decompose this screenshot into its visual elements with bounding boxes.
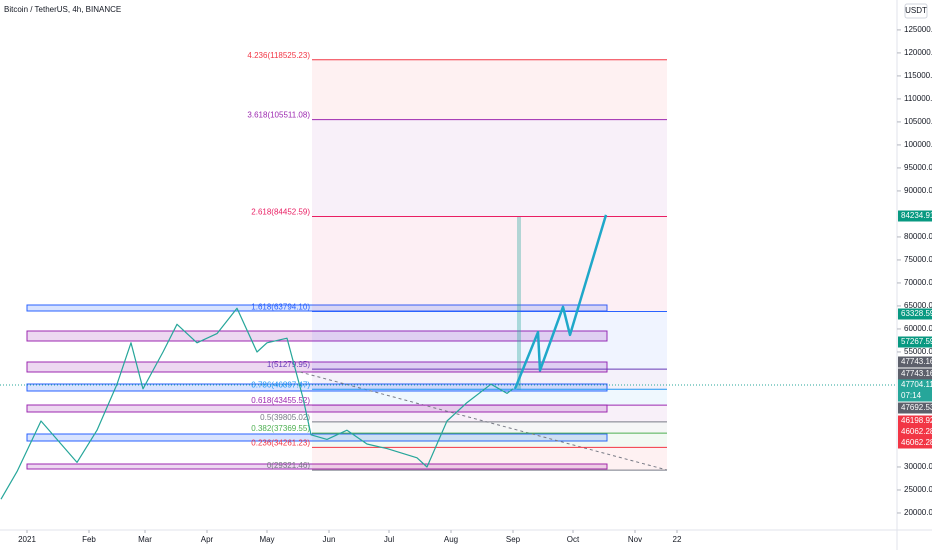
- fib-label: 0.382(37369.55): [251, 424, 310, 433]
- x-tick-label: Apr: [201, 535, 214, 544]
- price-line: [0, 307, 514, 500]
- fib-band: [312, 421, 667, 434]
- chart-title: Bitcoin / TetherUS, 4h, BINANCE: [4, 5, 121, 14]
- price-tag: [898, 379, 932, 391]
- y-tick-label: 75000.00: [904, 255, 932, 264]
- y-tick-label: 95000.00: [904, 163, 932, 172]
- price-tag-label: 47743.16: [901, 369, 932, 378]
- price-tag-label: 63328.59: [901, 309, 932, 318]
- y-tick-label: 105000.00: [904, 117, 932, 126]
- price-line: [513, 214, 608, 390]
- fib-band: [312, 216, 667, 312]
- fib-label: 0.618(43455.52): [251, 396, 310, 405]
- x-tick-label: 22: [673, 535, 682, 544]
- price-tag: [898, 390, 932, 402]
- zone: [26, 330, 608, 342]
- x-tick-label: Nov: [628, 535, 642, 544]
- y-tick-label: 80000.00: [904, 232, 932, 241]
- x-tick-label: May: [259, 535, 274, 544]
- price-tag-label: 46062.28: [901, 438, 932, 447]
- x-tick-label: Jul: [384, 535, 394, 544]
- currency-badge[interactable]: [904, 3, 928, 19]
- fib-band: [312, 433, 667, 448]
- y-tick-label: 55000.00: [904, 347, 932, 356]
- y-tick-label: 30000.00: [904, 462, 932, 471]
- fib-label: 4.236(118525.23): [247, 51, 310, 60]
- volume-spike: [517, 216, 521, 390]
- x-tick-label: 2021: [18, 535, 36, 544]
- y-tick-label: 65000.00: [904, 301, 932, 310]
- price-tag: [898, 356, 932, 368]
- y-tick-label: 90000.00: [904, 186, 932, 195]
- price-tag-label: 57267.59: [901, 337, 932, 346]
- y-tick-label: 25000.00: [904, 485, 932, 494]
- y-tick-label: 20000.00: [904, 508, 932, 517]
- price-tag: [898, 437, 932, 449]
- x-tick-label: Jun: [323, 535, 336, 544]
- price-tag: [898, 368, 932, 380]
- x-tick-label: Oct: [567, 535, 580, 544]
- fib-label: 2.618(84452.59): [251, 208, 310, 217]
- currency[interactable]: USDT: [905, 6, 927, 15]
- fib-label: 1(51279.95): [267, 360, 310, 369]
- price-tag: [898, 426, 932, 438]
- fib-label: 1.618(63794.10): [251, 303, 310, 312]
- x-tick-label: Aug: [444, 535, 458, 544]
- x-tick-label: Sep: [506, 535, 521, 544]
- fib-label: 3.618(105511.08): [247, 111, 310, 120]
- fib-label: 0.786(46897.47): [251, 380, 310, 389]
- y-tick-label: 60000.00: [904, 324, 932, 333]
- price-tag: [898, 402, 932, 414]
- zone: [26, 433, 608, 442]
- fib-band: [312, 59, 667, 120]
- x-tick-label: Mar: [138, 535, 152, 544]
- price-tag: [898, 336, 932, 348]
- fib-label: 0.236(34261.23): [251, 438, 310, 447]
- fib-band: [312, 119, 667, 217]
- fib-label: 0(29321.46): [267, 461, 310, 470]
- fib-label: 0.5(39805.02): [260, 413, 310, 422]
- fib-band: [312, 447, 667, 471]
- price-tag-label: 84234.91: [901, 211, 932, 220]
- price-tag-label: 46198.92: [901, 416, 932, 425]
- y-tick-label: 70000.00: [904, 278, 932, 287]
- price-tag: [898, 210, 932, 222]
- price-tag: [898, 308, 932, 320]
- price-tag: [898, 415, 932, 427]
- y-tick-label: 120000.00: [904, 48, 932, 57]
- fib-band: [312, 405, 667, 422]
- price-tag-label: 07:14: [901, 391, 922, 400]
- y-tick-label: 110000.00: [904, 94, 932, 103]
- price-tag-label: 46062.28: [901, 427, 932, 436]
- y-tick-label: 115000.00: [904, 71, 932, 80]
- y-tick-label: 125000.00: [904, 25, 932, 34]
- price-tag-label: 47743.16: [901, 357, 932, 366]
- zone: [26, 361, 608, 373]
- zone: [26, 463, 608, 470]
- fib-band: [312, 311, 667, 370]
- x-tick-label: Feb: [82, 535, 96, 544]
- price-tag-label: 47704.11: [901, 380, 932, 389]
- y-tick-label: 100000.00: [904, 140, 932, 149]
- zones: [26, 59, 667, 471]
- price-tag-label: 47692.53: [901, 403, 932, 412]
- fib-band: [312, 369, 667, 390]
- fib-band: [312, 389, 667, 406]
- zone: [26, 383, 608, 392]
